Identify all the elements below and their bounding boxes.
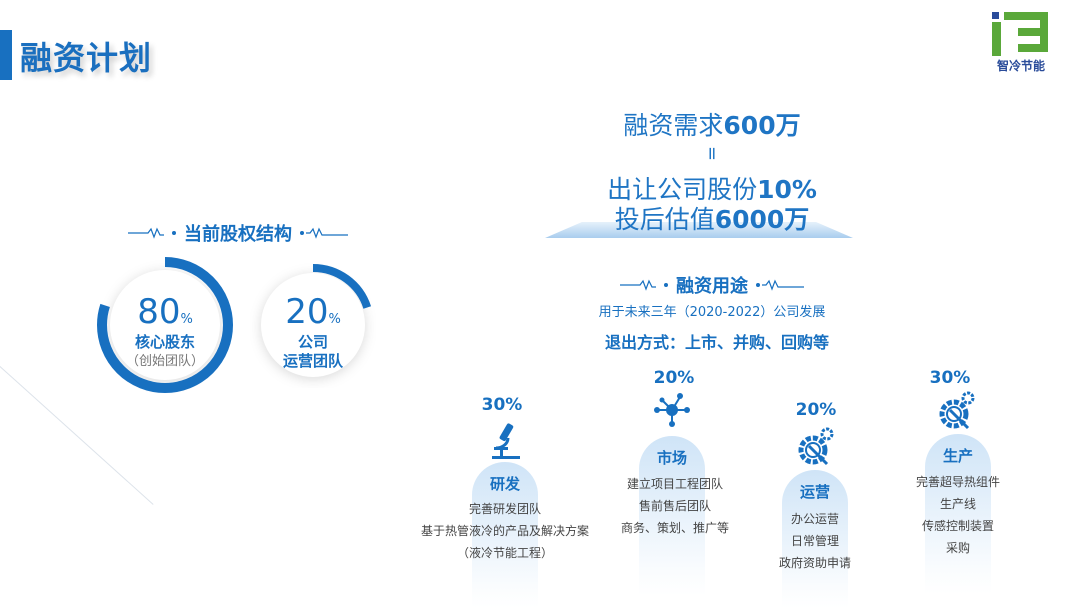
valuation-label: 投后估值 (614, 205, 715, 234)
market-line: 售前售后团队 (638, 499, 712, 513)
funding-need-value: 600万 (723, 111, 801, 140)
equity-offered: 出让公司股份10% (607, 170, 817, 206)
post-money-valuation: 投后估值6000万 (615, 200, 810, 236)
microscope-icon (492, 423, 520, 459)
core-value: 80 (137, 292, 181, 332)
platform-shadow (545, 222, 853, 238)
funding-need: 融资需求600万 (623, 106, 800, 142)
donut-bg (110, 270, 220, 380)
equals-sign: = (701, 145, 723, 162)
wave-icon (620, 279, 668, 291)
donut-operating-team (252, 264, 374, 386)
equity-heading-text: 当前股权结构 (184, 224, 292, 245)
core-percent: 80% (137, 292, 193, 332)
market-title: 市场 (656, 449, 688, 467)
core-sub: （创始团队） (125, 354, 205, 369)
ops-title: 运营 (799, 483, 831, 501)
equity-offered-label: 出让公司股份 (607, 175, 758, 204)
donut-arc-80 (97, 257, 233, 393)
team-value: 20 (285, 292, 329, 332)
market-line: 建立项目工程团队 (626, 477, 724, 491)
prod-title: 生产 (942, 447, 974, 465)
donut-core-shareholders (97, 257, 233, 393)
company-logo: 智冷节能 (990, 10, 1052, 74)
ops-line: 日常管理 (790, 534, 840, 548)
title-accent-bar (0, 30, 12, 80)
team-sub: 运营团队 (282, 352, 344, 370)
usage-subtitle: 用于未来三年（2020-2022）公司发展 (598, 305, 826, 320)
equity-offered-value: 10% (757, 175, 817, 204)
page-title: 融资计划 (20, 39, 153, 77)
core-unit: % (180, 312, 193, 327)
rd-percent: 30% (481, 395, 523, 415)
market-percent: 20% (653, 368, 695, 388)
network-icon (654, 393, 690, 427)
core-label: 核心股东 (134, 333, 196, 351)
ops-line: 政府资助申请 (778, 556, 852, 570)
ops-percent: 20% (795, 400, 837, 420)
exit-methods: 退出方式：上市、并购、回购等 (604, 333, 830, 352)
rd-title: 研发 (489, 475, 521, 493)
column-bg (472, 462, 538, 608)
prod-percent: 30% (929, 368, 971, 388)
team-percent: 20% (285, 292, 341, 332)
usage-heading: 融资用途 (620, 272, 804, 298)
prod-line: 生产线 (939, 497, 977, 511)
rd-line: 完善研发团队 (468, 502, 542, 516)
wave-icon (756, 279, 804, 291)
rd-line: （液冷节能工程） (456, 546, 554, 560)
donut-bg (261, 273, 365, 377)
ops-line: 办公运营 (790, 512, 840, 526)
gear-wrench-icon (939, 391, 975, 430)
prod-line: 采购 (945, 541, 971, 555)
wave-icon (128, 227, 176, 239)
wave-icon (300, 227, 348, 239)
market-line: 商务、策划、推广等 (620, 521, 730, 535)
equity-heading: 当前股权结构 (128, 220, 348, 246)
donut-arc-20 (252, 264, 374, 386)
rd-line: 基于热管液冷的产品及解决方案 (420, 524, 590, 538)
prod-line: 完善超导热组件 (915, 475, 1001, 489)
column-bg (782, 470, 848, 608)
valuation-value: 6000万 (714, 205, 810, 234)
svg-text:智冷节能: 智冷节能 (996, 58, 1045, 73)
funding-need-label: 融资需求 (623, 111, 724, 140)
team-unit: % (328, 312, 341, 327)
column-bg (639, 436, 705, 596)
team-label: 公司 (297, 333, 329, 351)
prod-line: 传感控制装置 (921, 519, 995, 533)
usage-heading-text: 融资用途 (676, 276, 748, 297)
column-bg (925, 434, 991, 594)
gear-wrench-icon (798, 427, 834, 466)
